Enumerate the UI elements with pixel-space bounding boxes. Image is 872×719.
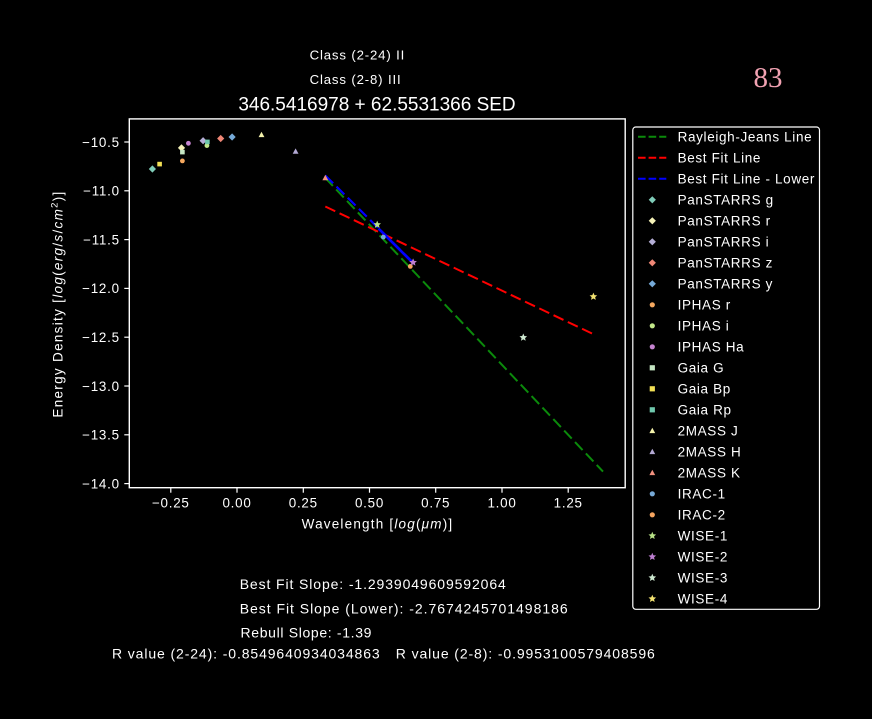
svg-text:2MASS H: 2MASS H: [678, 445, 742, 460]
svg-text:PanSTARRS y: PanSTARRS y: [678, 277, 773, 292]
svg-text:−10.5: −10.5: [82, 135, 120, 150]
svg-text:WISE-1: WISE-1: [678, 529, 728, 544]
svg-text:346.5416978 + 62.5531366 SED: 346.5416978 + 62.5531366 SED: [238, 94, 515, 115]
svg-text:0.00: 0.00: [222, 496, 251, 511]
svg-text:−14.0: −14.0: [82, 476, 120, 491]
svg-text:Wavelength [log(μm)]: Wavelength [log(μm)]: [302, 517, 454, 532]
svg-text:−13.5: −13.5: [82, 428, 120, 443]
svg-text:Gaia Rp: Gaia Rp: [678, 403, 732, 418]
svg-text:0.50: 0.50: [355, 496, 384, 511]
svg-text:IPHAS r: IPHAS r: [678, 298, 731, 313]
svg-text:−11.5: −11.5: [83, 232, 120, 247]
svg-text:Class (2-8) III: Class (2-8) III: [310, 72, 402, 87]
svg-text:WISE-3: WISE-3: [678, 571, 728, 586]
svg-text:WISE-2: WISE-2: [678, 550, 728, 565]
svg-text:Best Fit Line - Lower: Best Fit Line - Lower: [678, 172, 815, 187]
svg-text:1.00: 1.00: [487, 496, 516, 511]
svg-text:Best Fit Slope: -1.29390496095: Best Fit Slope: -1.2939049609592064: [240, 576, 507, 592]
svg-text:0.25: 0.25: [289, 496, 318, 511]
svg-text:Best Fit Line: Best Fit Line: [678, 151, 761, 166]
svg-text:PanSTARRS i: PanSTARRS i: [678, 235, 770, 250]
svg-text:R value (2-8): -0.995310057940: R value (2-8): -0.9953100579408596: [396, 645, 656, 661]
svg-text:Rayleigh-Jeans Line: Rayleigh-Jeans Line: [678, 130, 813, 145]
svg-text:83: 83: [754, 62, 783, 94]
svg-text:Rebull Slope: -1.39: Rebull Slope: -1.39: [241, 624, 373, 640]
svg-text:Gaia Bp: Gaia Bp: [678, 382, 731, 397]
svg-text:IRAC-1: IRAC-1: [678, 487, 726, 502]
svg-text:−12.0: −12.0: [82, 281, 120, 296]
svg-text:−11.0: −11.0: [83, 184, 120, 199]
svg-text:PanSTARRS g: PanSTARRS g: [678, 193, 774, 208]
svg-text:Gaia G: Gaia G: [678, 361, 725, 376]
svg-text:IPHAS Ha: IPHAS Ha: [678, 340, 745, 355]
svg-text:−13.0: −13.0: [82, 379, 120, 394]
svg-text:−0.25: −0.25: [152, 496, 190, 511]
svg-text:PanSTARRS r: PanSTARRS r: [678, 214, 771, 229]
svg-text:1.25: 1.25: [554, 496, 583, 511]
svg-text:Best Fit Slope (Lower): -2.767: Best Fit Slope (Lower): -2.7674245701498…: [240, 601, 569, 617]
svg-text:−12.5: −12.5: [82, 330, 120, 345]
svg-text:2MASS K: 2MASS K: [678, 466, 741, 481]
svg-text:IPHAS i: IPHAS i: [678, 319, 730, 334]
svg-text:WISE-4: WISE-4: [678, 592, 728, 607]
svg-text:R value (2-24): -0.85496409340: R value (2-24): -0.8549640934034863: [112, 645, 381, 661]
svg-text:0.75: 0.75: [421, 496, 450, 511]
svg-text:PanSTARRS z: PanSTARRS z: [678, 256, 773, 271]
svg-text:Energy Density [log(erg/s/cm2): Energy Density [log(erg/s/cm2)]: [50, 190, 66, 417]
svg-text:Class (2-24) II: Class (2-24) II: [310, 48, 406, 63]
svg-text:IRAC-2: IRAC-2: [678, 508, 726, 523]
svg-text:2MASS J: 2MASS J: [678, 424, 739, 439]
